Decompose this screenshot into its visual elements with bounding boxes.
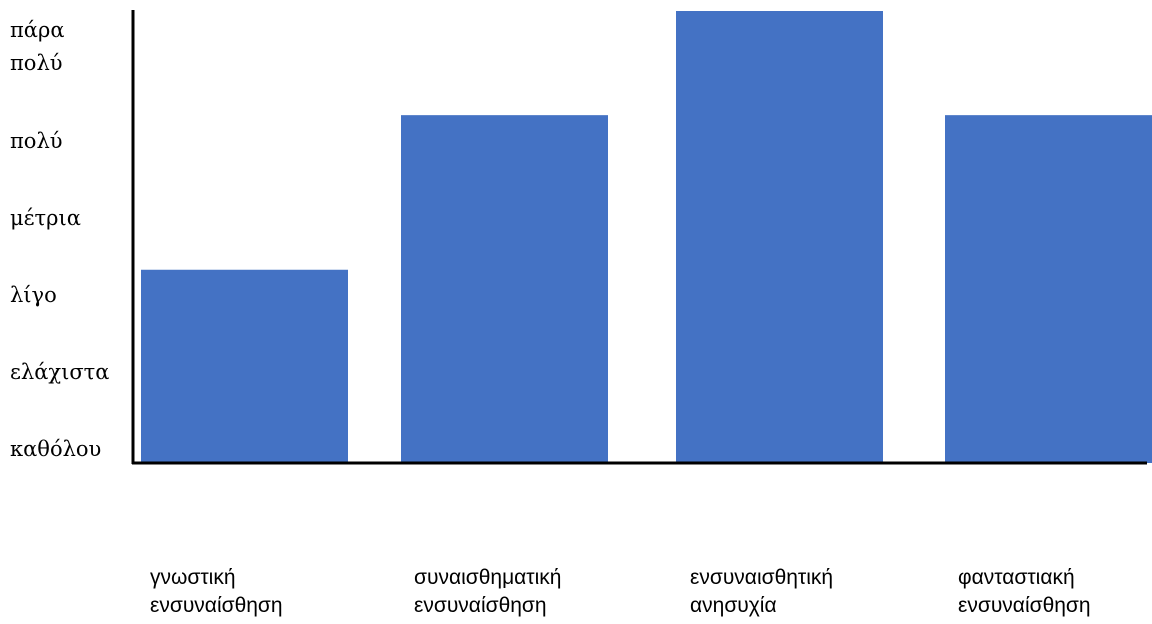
y-tick-label: ελάχιστα (10, 360, 109, 384)
y-tick-label: πάρα πολύ (10, 18, 65, 75)
y-tick-label: μέτρια (10, 206, 81, 230)
x-tick-label: γνωστική ενσυναίσθηση (150, 566, 283, 617)
bar-3 (676, 11, 883, 463)
x-axis-tick-labels: γνωστική ενσυναίσθηση συναισθηματική ενσυνα… (150, 566, 1091, 617)
x-tick-label: φανταστιακή ενσυναίσθηση (958, 566, 1091, 617)
y-axis-tick-labels: καθόλου ελάχιστα λίγο μέτρια πολύ πάρα πολύ (10, 18, 109, 461)
y-tick-label: καθόλου (10, 437, 101, 461)
y-tick-label: πολύ (10, 129, 63, 153)
x-tick-label: συναισθηματική ενσυναίσθηση (414, 566, 561, 617)
bar-1 (141, 269, 348, 463)
y-tick-label: λίγο (10, 283, 57, 307)
x-tick-label: ενσυναισθητική ανησυχία (690, 566, 833, 617)
bar-4 (945, 115, 1152, 464)
bars-group (141, 11, 1152, 464)
bar-2 (401, 115, 608, 464)
